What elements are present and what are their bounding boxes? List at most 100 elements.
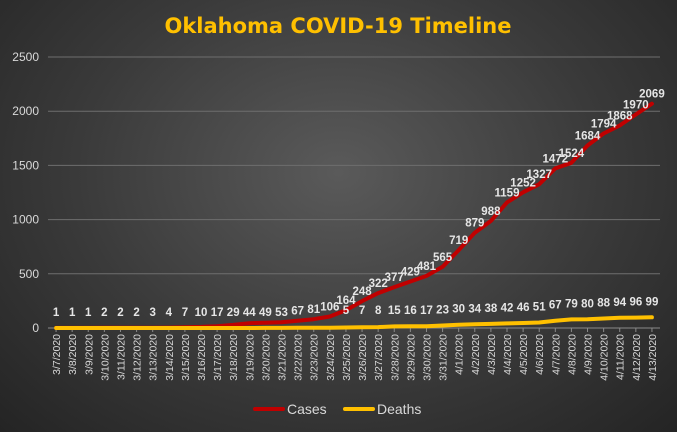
x-tick-label: 3/9/2020 [83, 334, 95, 375]
data-label: 17 [420, 305, 433, 317]
data-label: 1524 [559, 148, 585, 160]
x-tick-label: 3/10/2020 [99, 334, 111, 381]
x-tick-label: 4/10/2020 [599, 334, 611, 381]
x-tick-label: 3/14/2020 [164, 334, 176, 381]
x-tick-label: 3/31/2020 [438, 334, 450, 381]
x-tick-label: 4/6/2020 [534, 334, 546, 375]
x-tick-label: 4/9/2020 [583, 334, 595, 375]
x-tick-label: 4/2/2020 [470, 334, 482, 375]
x-tick-label: 3/30/2020 [421, 334, 433, 381]
data-label: 16 [404, 305, 417, 317]
x-tick-label: 4/7/2020 [550, 334, 562, 375]
data-label: 1684 [575, 130, 601, 142]
data-label: 7 [359, 305, 365, 317]
data-label: 2 [101, 307, 107, 319]
x-tick-label: 3/13/2020 [148, 334, 160, 381]
data-label: 481 [417, 261, 437, 273]
data-label: 5 [343, 305, 350, 317]
data-label: 2 [133, 307, 139, 319]
x-tick-label: 3/7/2020 [51, 334, 63, 375]
data-label: 879 [465, 218, 484, 230]
data-label: 30 [452, 304, 465, 316]
data-label: 248 [352, 286, 372, 298]
data-label: 49 [259, 307, 272, 319]
data-label: 99 [646, 296, 659, 308]
x-tick-label: 3/20/2020 [260, 334, 272, 381]
data-label: 1 [53, 307, 60, 319]
x-tick-label: 4/8/2020 [566, 334, 578, 375]
y-axis: 0 500 1000 1500 2000 2500 [12, 50, 660, 335]
series-lines [54, 101, 654, 330]
data-label: 164 [336, 295, 356, 307]
legend: Cases Deaths [253, 401, 421, 417]
x-tick-label: 3/25/2020 [341, 334, 353, 381]
x-tick-label: 3/23/2020 [309, 334, 321, 381]
data-labels: 1 1 1 2 2 2 3 4 7 10 17 29 44 49 53 67 81 106164248322377… [53, 89, 665, 319]
data-label: 1159 [495, 187, 520, 199]
data-label: 8 [375, 305, 382, 317]
x-tick-label: 3/17/2020 [212, 334, 224, 381]
data-label: 988 [481, 206, 501, 218]
legend-label-cases: Cases [287, 401, 327, 417]
data-label: 719 [449, 235, 468, 247]
data-label: 4 [166, 307, 173, 319]
x-tick-label: 3/27/2020 [373, 334, 385, 381]
y-tick-label: 500 [19, 267, 39, 281]
x-tick-label: 3/28/2020 [389, 334, 401, 381]
x-axis: 3/7/2020 3/8/2020 3/9/2020 3/10/2020 3/11/20… [51, 328, 659, 381]
y-tick-label: 1500 [12, 158, 39, 172]
data-label: 94 [613, 297, 626, 309]
data-label: 7 [182, 307, 188, 319]
x-tick-label: 3/11/2020 [115, 334, 127, 380]
series-line-deaths [54, 315, 654, 330]
data-label: 88 [597, 297, 610, 309]
data-label: 1 [69, 307, 76, 319]
x-tick-label: 3/15/2020 [180, 334, 192, 381]
data-label: 44 [243, 307, 256, 319]
x-tick-label: 4/3/2020 [486, 334, 498, 375]
x-tick-label: 4/1/2020 [454, 334, 466, 375]
gridlines [48, 56, 660, 275]
data-label: 15 [388, 305, 401, 317]
data-label: 17 [211, 307, 224, 319]
x-tick-label: 3/26/2020 [357, 334, 369, 381]
x-tick-label: 3/19/2020 [244, 334, 256, 381]
data-label: 106 [320, 302, 339, 314]
data-label: 67 [291, 306, 304, 318]
chart-title: Oklahoma COVID-19 Timeline [164, 14, 511, 38]
y-tick-label: 2500 [12, 50, 39, 64]
x-tick-label: 3/21/2020 [277, 334, 289, 381]
data-label: 34 [468, 303, 481, 315]
data-label: 10 [195, 307, 208, 319]
y-tick-label: 0 [32, 321, 39, 335]
data-label: 1868 [607, 111, 633, 123]
data-label: 565 [433, 252, 453, 264]
data-label: 23 [436, 305, 449, 317]
data-label: 1794 [591, 119, 617, 131]
data-label: 377 [385, 272, 404, 284]
data-label: 29 [227, 307, 240, 319]
data-label: 38 [484, 303, 497, 315]
data-label: 1 [85, 307, 92, 319]
data-label: 79 [565, 298, 578, 310]
data-label: 67 [549, 300, 562, 312]
data-label: 1252 [510, 177, 536, 189]
x-tick-label: 4/4/2020 [502, 334, 514, 375]
data-label: 429 [401, 266, 420, 278]
x-tick-label: 3/8/2020 [67, 334, 79, 375]
data-label: 1970 [623, 99, 649, 111]
data-label: 42 [501, 302, 514, 314]
legend-label-deaths: Deaths [377, 401, 421, 417]
data-label: 1327 [526, 169, 552, 181]
data-label: 51 [533, 301, 546, 313]
x-tick-label: 3/29/2020 [405, 334, 417, 381]
data-label: 53 [275, 307, 288, 319]
x-tick-label: 3/22/2020 [293, 334, 305, 381]
x-tick-label: 4/5/2020 [518, 334, 530, 375]
data-label: 3 [149, 307, 155, 319]
x-tick-label: 4/12/2020 [631, 334, 643, 381]
data-label: 2069 [639, 89, 665, 101]
y-tick-label: 2000 [12, 104, 39, 118]
y-tick-label: 1000 [12, 213, 39, 227]
